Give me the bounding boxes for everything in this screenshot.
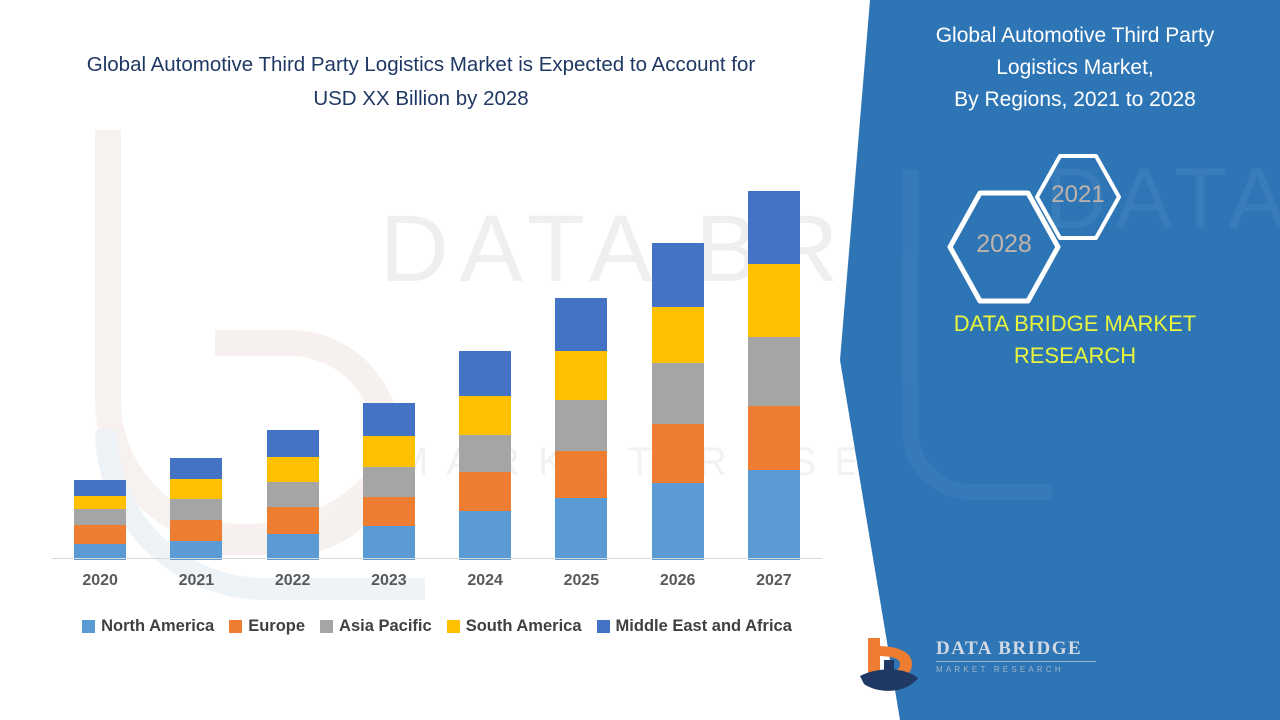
legend-item-europe[interactable]: Europe (229, 617, 305, 636)
legend-item-north-america[interactable]: North America (82, 617, 214, 636)
bar-segment[interactable] (362, 526, 415, 560)
logo-company-name: DATA BRIDGE (936, 638, 1096, 662)
bar-segment[interactable] (266, 507, 319, 534)
hexagon-badge-group: 2021 2028 (945, 152, 1145, 304)
x-axis-line (52, 558, 822, 559)
legend-item-south-america[interactable]: South America (446, 617, 582, 636)
panel-watermark-text: DATA BRIDGE (1045, 151, 1280, 247)
right-info-panel: DATA BRIDGE Global Automotive Third Part… (840, 0, 1280, 720)
x-axis-label-2027: 2027 (756, 572, 792, 589)
bar-segment[interactable] (651, 483, 704, 560)
legend-swatch-icon (82, 620, 96, 633)
bar-segment[interactable] (74, 525, 127, 544)
x-axis-label-2026: 2026 (659, 572, 696, 589)
panel-background-shape (840, 0, 1280, 720)
bar-segment[interactable] (555, 351, 608, 400)
bar-segment[interactable] (362, 403, 415, 436)
x-axis-label-2020: 2020 (82, 572, 118, 589)
x-axis-label-2023: 2023 (371, 572, 407, 589)
legend-label: South America (465, 617, 582, 635)
bar-segment[interactable] (170, 458, 223, 479)
legend-swatch-icon (446, 620, 460, 633)
bar-segment[interactable] (651, 243, 704, 307)
logo-mark-icon (858, 632, 930, 698)
legend-swatch-icon (596, 620, 610, 633)
bar-segment[interactable] (651, 363, 704, 424)
bar-column-2025[interactable] (533, 298, 629, 560)
panel-title-line-1: Global Automotive Third Party (935, 24, 1215, 47)
bar-segment[interactable] (555, 451, 608, 498)
bar-segment[interactable] (747, 264, 800, 337)
panel-watermark-logo (902, 170, 1052, 500)
bar-segment[interactable] (74, 480, 127, 496)
x-axis-label-2025: 2025 (563, 572, 600, 589)
brand-name: DATA BRIDGE MARKET RESEARCH (875, 308, 1275, 372)
x-axis-label-2024: 2024 (467, 572, 503, 589)
panel-title-line-3: By Regions, 2021 to 2028 (954, 88, 1196, 111)
legend-swatch-icon (320, 620, 334, 633)
x-axis-tick-labels: 2020 2021 2022 2023 2024 2025 2026 2027 (52, 572, 822, 596)
legend-label: Asia Pacific (339, 617, 432, 635)
bar-segment[interactable] (266, 430, 319, 457)
bar-segment[interactable] (747, 470, 800, 560)
legend-item-asia-pacific[interactable]: Asia Pacific (320, 617, 432, 636)
bar-segment[interactable] (362, 497, 415, 526)
bar-column-2026[interactable] (630, 243, 726, 560)
x-axis-label-2021: 2021 (178, 572, 215, 589)
bar-segment[interactable] (651, 307, 704, 363)
bar-column-2022[interactable] (245, 430, 341, 560)
bar-column-2020[interactable] (52, 480, 148, 560)
legend-label: Europe (248, 617, 306, 635)
brand-line-1: DATA BRIDGE MARKET (953, 311, 1197, 336)
brand-line-2: RESEARCH (1013, 343, 1137, 368)
bar-segment[interactable] (459, 511, 512, 560)
chart-legend: North America Europe Asia Pacific South Ame… (52, 617, 822, 636)
bar-segment[interactable] (555, 498, 608, 560)
bar-segment[interactable] (266, 534, 319, 560)
bar-segment[interactable] (459, 472, 512, 511)
bar-segment[interactable] (555, 400, 608, 451)
bar-segment[interactable] (266, 482, 319, 507)
bar-segment[interactable] (747, 406, 800, 470)
bar-segment[interactable] (459, 351, 512, 396)
stacked-bar-chart-plot-area (52, 160, 822, 560)
bar-segment[interactable] (747, 337, 800, 406)
hex-badge-2021: 2021 (1033, 152, 1123, 242)
bar-segment[interactable] (362, 436, 415, 467)
bar-segment[interactable] (74, 509, 127, 525)
hex-badge-2028-label: 2028 (976, 230, 1032, 258)
chart-title-line-1: Global Automotive Third Party Logistics … (86, 53, 756, 76)
bar-segment[interactable] (74, 496, 127, 509)
hex-badge-2028: 2028 (945, 188, 1063, 306)
chart-title-line-2: USD XX Billion by 2028 (313, 87, 529, 110)
hex-badge-2021-label: 2021 (1051, 181, 1105, 208)
logo-company-tagline: MARKET RESEARCH (936, 665, 1064, 674)
bar-segment[interactable] (459, 396, 512, 435)
bar-segment[interactable] (170, 499, 223, 520)
bar-segment[interactable] (651, 424, 704, 483)
bar-segment[interactable] (459, 435, 512, 472)
bar-column-2027[interactable] (726, 191, 822, 560)
panel-title: Global Automotive Third Party Logistics … (875, 20, 1275, 116)
bar-segment[interactable] (362, 467, 415, 497)
bar-segment[interactable] (170, 541, 223, 560)
panel-title-line-2: Logistics Market, (996, 56, 1154, 79)
bar-column-2021[interactable] (148, 458, 244, 560)
company-logo: DATA BRIDGE MARKET RESEARCH (858, 632, 1098, 702)
legend-label: North America (101, 617, 215, 635)
bar-column-2024[interactable] (437, 351, 533, 560)
bar-segment[interactable] (555, 298, 608, 351)
bar-segment[interactable] (74, 544, 127, 560)
legend-swatch-icon (229, 620, 243, 633)
x-axis-label-2022: 2022 (274, 572, 311, 589)
chart-title: Global Automotive Third Party Logistics … (18, 48, 824, 116)
bar-segment[interactable] (266, 457, 319, 482)
legend-label: Middle East and Africa (615, 617, 792, 635)
bar-segment[interactable] (170, 479, 223, 499)
bar-segment[interactable] (170, 520, 223, 541)
bar-segment[interactable] (747, 191, 800, 264)
logo-text: DATA BRIDGE MARKET RESEARCH (936, 638, 1096, 674)
bar-column-2023[interactable] (341, 403, 437, 560)
legend-item-middle-east-and-africa[interactable]: Middle East and Africa (596, 617, 792, 636)
